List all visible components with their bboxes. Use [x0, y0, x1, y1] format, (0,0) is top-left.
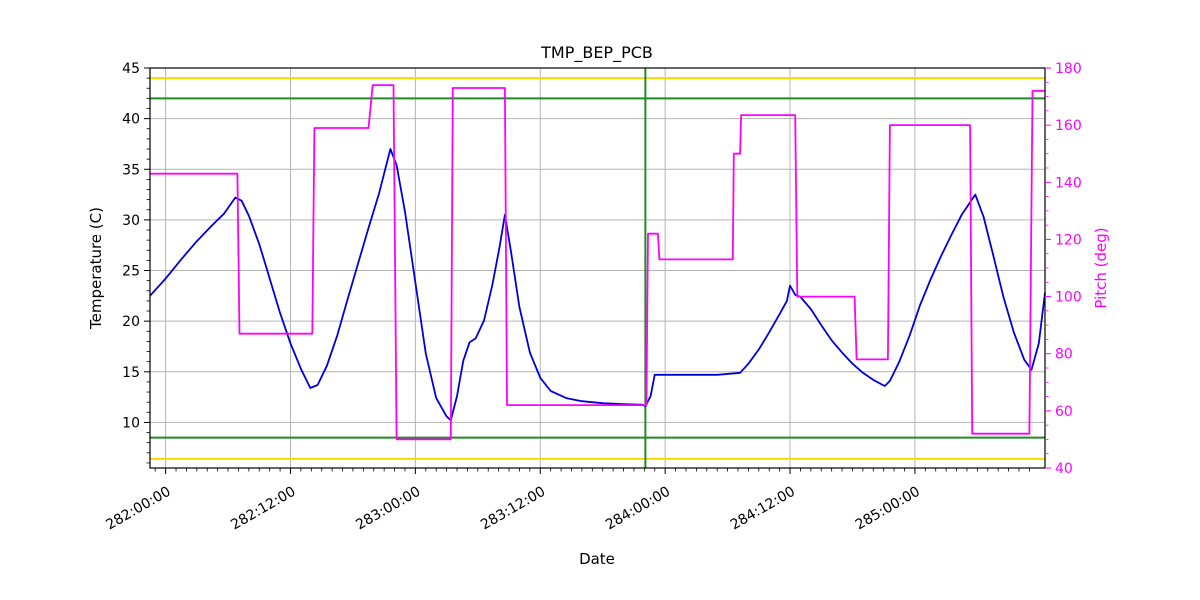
y-axis-label-right: Pitch (deg)	[1092, 227, 1110, 308]
y-axis-label-left: Temperature (C)	[87, 207, 105, 330]
chart-title: TMP_BEP_PCB	[540, 43, 653, 63]
y-right-tick-label: 60	[1055, 404, 1073, 420]
y-left-tick-label: 35	[122, 162, 140, 178]
x-tick-label: 285:00:00	[853, 484, 923, 534]
y-right-tick-label: 80	[1055, 347, 1073, 363]
y-left-tick-label: 40	[122, 112, 140, 128]
x-axis-label: Date	[579, 550, 615, 568]
pitch-series	[150, 84, 1045, 441]
y-right-tick-label: 40	[1055, 461, 1073, 477]
y-left-tick-label: 25	[122, 264, 140, 280]
y-left-tick-label: 30	[122, 213, 140, 229]
axes-frame	[149, 67, 1046, 469]
x-tick-label: 283:12:00	[478, 484, 548, 534]
y-right-tick-label: 140	[1055, 175, 1082, 191]
y-left-tick-label: 20	[122, 314, 140, 330]
y-right-tick-label: 100	[1055, 290, 1082, 306]
plot-area: 282:00:00 282:12:00 283:00:00 283:12:00 284:…	[103, 61, 1081, 533]
y-left-tick-label: 15	[122, 365, 140, 381]
x-tick-label: 284:12:00	[728, 484, 798, 534]
y-right-tick-label: 160	[1055, 118, 1082, 134]
x-tick-label: 284:00:00	[603, 484, 673, 534]
y-left-tick-label: 45	[122, 61, 140, 77]
x-tick-label: 282:00:00	[103, 484, 173, 534]
y-right-tick-label: 180	[1055, 61, 1082, 77]
temperature-series	[149, 148, 1046, 422]
y-left-tick-label: 10	[122, 415, 140, 431]
x-tick-label: 283:00:00	[353, 484, 423, 534]
x-tick-label: 282:12:00	[228, 484, 298, 534]
y-right-tick-label: 120	[1055, 232, 1082, 248]
